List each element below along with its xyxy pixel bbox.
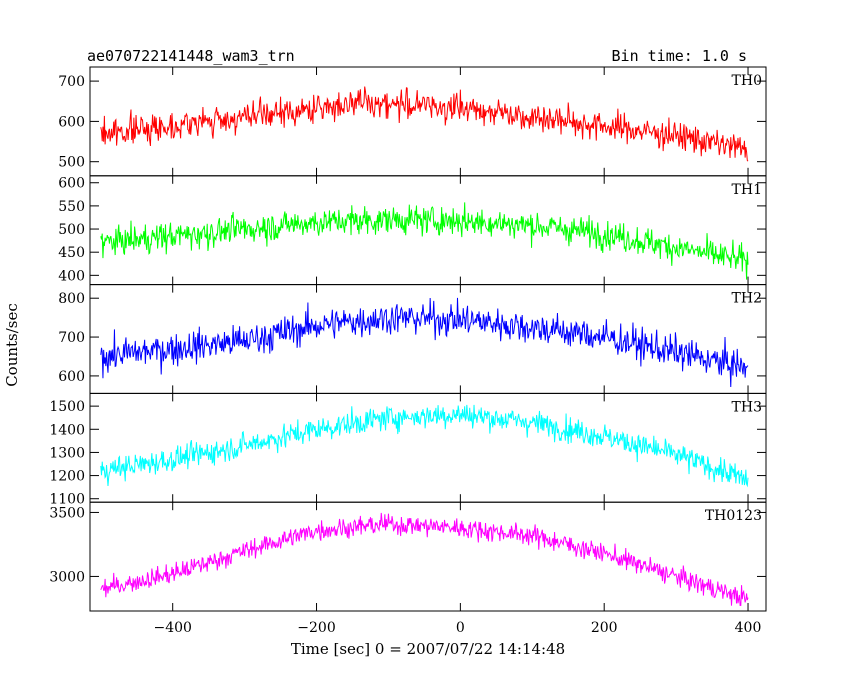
y-tick-label: 450	[58, 245, 85, 261]
x-axis-label: Time [sec] 0 = 2007/07/22 14:14:48	[291, 640, 565, 658]
x-tick-label: −200	[297, 620, 335, 636]
panel-frame	[89, 501, 767, 612]
y-tick-label: 1100	[49, 492, 85, 508]
x-tick-label: 200	[591, 620, 618, 636]
y-tick-label: 600	[58, 114, 85, 130]
panel-label-th1: TH1	[732, 182, 762, 198]
y-tick-label: 500	[58, 155, 85, 171]
y-tick-label: 600	[58, 176, 85, 192]
panel-label-th3: TH3	[732, 399, 762, 415]
y-tick-label: 700	[58, 74, 85, 90]
y-tick-label: 1300	[49, 445, 85, 461]
series-line-th2	[100, 297, 749, 387]
y-tick-label: 3500	[49, 505, 85, 521]
panel-label-th2: TH2	[732, 291, 762, 307]
panel-group: 500 600 700 TH0 400 450 500 550 600 TH1 600 700 800 T…	[49, 66, 767, 636]
x-tick-label: −400	[153, 620, 191, 636]
panel-label-th0123: TH0123	[705, 508, 762, 524]
series-line-th0123	[100, 512, 749, 606]
panel-frame	[89, 284, 767, 394]
x-tick-label: 0	[456, 620, 465, 636]
y-tick-label: 800	[58, 291, 85, 307]
series-line-th3	[100, 404, 749, 488]
x-tick-label: 400	[735, 620, 762, 636]
series-line-th0	[100, 86, 749, 162]
series-line-th1	[100, 202, 749, 280]
y-tick-label: 700	[58, 330, 85, 346]
y-tick-label: 600	[58, 369, 85, 385]
y-tick-label: 1500	[49, 399, 85, 415]
y-axis-label: Counts/sec	[3, 303, 21, 387]
y-tick-label: 500	[58, 222, 85, 238]
y-tick-label: 550	[58, 199, 85, 215]
chart-title: ae070722141448_wam3_trn	[87, 47, 295, 65]
y-tick-label: 1200	[49, 469, 85, 485]
y-tick-label: 400	[58, 268, 85, 284]
panel-frame	[89, 175, 767, 286]
y-tick-label: 3000	[49, 569, 85, 585]
panel-label-th0: TH0	[732, 73, 762, 89]
y-tick-label: 1400	[49, 422, 85, 438]
bin-time-label: Bin time: 1.0 s	[612, 47, 747, 65]
